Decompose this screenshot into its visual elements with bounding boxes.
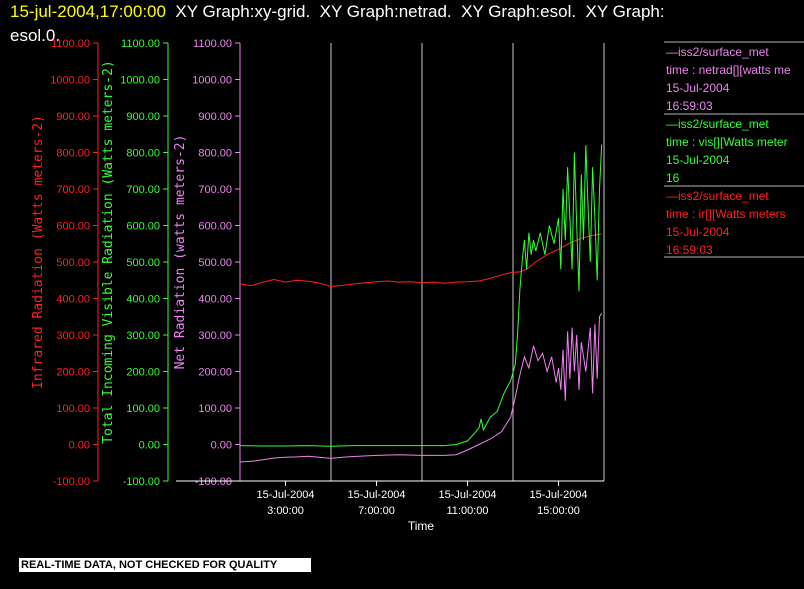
- vis-tick-label-8: 700.00: [126, 184, 160, 196]
- vis-tick-label-6: 500.00: [126, 257, 160, 269]
- vis-tick-label-7: 600.00: [126, 221, 160, 233]
- net-tick-label-3: 200.00: [198, 367, 232, 379]
- net-tick-label-6: 500.00: [198, 257, 232, 269]
- vis-tick-label-4: 300.00: [126, 330, 160, 342]
- vis-tick-label-0: -100.00: [123, 476, 160, 488]
- net-tick-label-8: 700.00: [198, 184, 232, 196]
- ir-tick-label-10: 900.00: [56, 111, 90, 123]
- ir-tick-label-3: 200.00: [56, 367, 90, 379]
- net-tick-label-12: 1100.00: [193, 38, 232, 50]
- vis-tick-label-9: 800.00: [126, 148, 160, 160]
- vis-tick-label-10: 900.00: [126, 111, 160, 123]
- header-graph-list: XY Graph:xy-grid. XY Graph:netrad. XY Gr…: [165, 2, 665, 21]
- vis-tick-label-1: 0.00: [139, 440, 160, 452]
- ir-tick-label-6: 500.00: [56, 257, 90, 269]
- quality-banner: REAL-TIME DATA, NOT CHECKED FOR QUALITY: [19, 558, 311, 572]
- vis-tick-label-5: 400.00: [126, 294, 160, 306]
- series-line-ir: [239, 233, 602, 288]
- legend-entry-0-line-4: 16:59:03: [666, 99, 713, 113]
- x-tick-time-3: 15:00:00: [537, 505, 580, 517]
- legend-entry-0-line-1: —iss2/surface_met: [666, 45, 769, 59]
- vis-tick-label-12: 1100.00: [121, 38, 160, 50]
- legend-entry-1-line-2: time : vis[][Watts meter: [666, 135, 788, 149]
- net-axis-title: Net Radiation (watts meters-2): [173, 135, 188, 370]
- ir-tick-label-2: 100.00: [56, 403, 90, 415]
- legend-entry-2-line-4: 16:59:03: [666, 243, 713, 257]
- legend-entry-2-line-3: 15-Jul-2004: [666, 225, 730, 239]
- ir-tick-label-7: 600.00: [56, 221, 90, 233]
- ir-axis-title: Infrared Radiation (Watts meters-2): [31, 115, 46, 389]
- header-title: 15-jul-2004,17:00:00 XY Graph:xy-grid. X…: [10, 2, 665, 22]
- ir-tick-label-8: 700.00: [56, 184, 90, 196]
- net-tick-label-4: 300.00: [198, 330, 232, 342]
- vis-tick-label-2: 100.00: [126, 403, 160, 415]
- series-line-net: [239, 312, 603, 463]
- vis-tick-label-11: 1000.00: [120, 75, 160, 87]
- header-timestamp: 15-jul-2004,17:00:00: [10, 2, 166, 21]
- x-axis-title: Time: [408, 519, 435, 533]
- vis-tick-label-3: 200.00: [126, 367, 160, 379]
- ir-tick-label-4: 300.00: [56, 330, 90, 342]
- legend-entry-2-line-1: —iss2/surface_met: [666, 189, 769, 203]
- net-tick-label-5: 400.00: [198, 294, 232, 306]
- x-tick-date-3: 15-Jul-2004: [529, 489, 587, 501]
- legend-entry-1-line-4: 16: [666, 171, 680, 185]
- net-tick-label-0: -100.00: [195, 476, 232, 488]
- legend-entry-0-line-2: time : netrad[][watts me: [666, 63, 791, 77]
- x-tick-date-0: 15-Jul-2004: [256, 489, 314, 501]
- x-tick-time-0: 3:00:00: [267, 505, 304, 517]
- x-tick-date-1: 15-Jul-2004: [347, 489, 405, 501]
- legend-entry-2-line-2: time : ir[][Watts meters: [666, 207, 786, 221]
- legend-entry-0-line-3: 15-Jul-2004: [666, 81, 730, 95]
- x-tick-time-1: 7:00:00: [358, 505, 395, 517]
- net-tick-label-10: 900.00: [198, 111, 232, 123]
- x-tick-date-2: 15-Jul-2004: [438, 489, 496, 501]
- legend-entry-1-line-1: —iss2/surface_met: [666, 117, 769, 131]
- ir-tick-label-11: 1000.00: [50, 75, 90, 87]
- legend-entry-1-line-3: 15-Jul-2004: [666, 153, 730, 167]
- series-line-vis: [239, 144, 603, 447]
- net-tick-label-9: 800.00: [198, 148, 232, 160]
- ir-tick-label-1: 0.00: [69, 440, 90, 452]
- net-tick-label-11: 1000.00: [192, 75, 232, 87]
- ir-tick-label-5: 400.00: [56, 294, 90, 306]
- net-tick-label-7: 600.00: [198, 221, 232, 233]
- net-tick-label-2: 100.00: [198, 403, 232, 415]
- ir-tick-label-9: 800.00: [56, 148, 90, 160]
- header-title-continuation: esol.0.: [10, 26, 61, 45]
- net-tick-label-1: 0.00: [211, 440, 232, 452]
- x-tick-time-2: 11:00:00: [446, 505, 488, 517]
- ir-tick-label-12: 1100.00: [51, 38, 90, 50]
- vis-axis-title: Total Incoming Visible Radiation (Watts …: [101, 60, 116, 444]
- ir-tick-label-0: -100.00: [53, 476, 90, 488]
